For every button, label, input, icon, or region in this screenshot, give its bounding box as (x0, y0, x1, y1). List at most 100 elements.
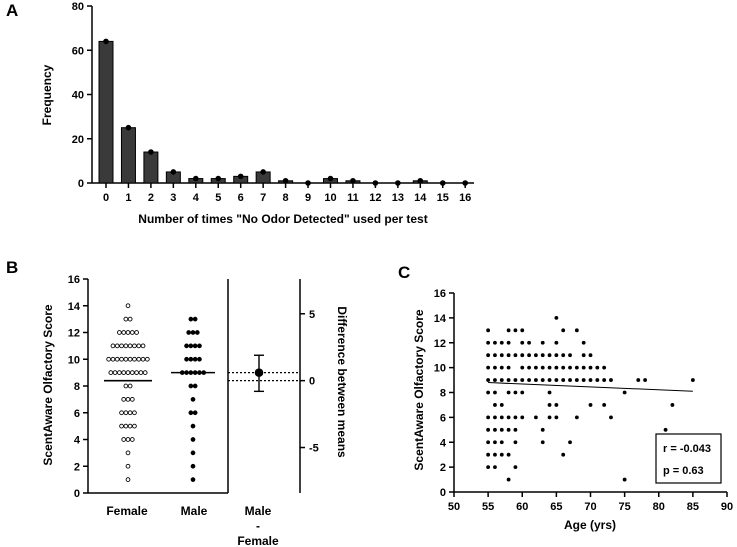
a-bar (120, 127, 136, 184)
c-point (534, 365, 538, 370)
c-point (520, 328, 525, 333)
b-female-dot (142, 370, 148, 375)
b-group-label-male: Male (181, 504, 208, 518)
c-point (520, 340, 525, 345)
c-y-tick-label: 8 (440, 388, 446, 400)
b-female-dot (140, 343, 146, 349)
b-male-dot (190, 330, 196, 335)
c-point (581, 378, 586, 382)
b-female-dot (123, 423, 129, 429)
a-bar-dot (417, 177, 424, 184)
a-bar-dot (170, 169, 177, 175)
a-x-tick-label: 12 (369, 192, 381, 204)
a-x-tick-label: 14 (414, 192, 427, 204)
b-female-dot (119, 356, 124, 362)
b-female-dot (119, 410, 124, 416)
b-female-dot (110, 356, 116, 362)
a-bar (98, 40, 114, 184)
c-y-tick-label: 10 (434, 363, 446, 375)
c-point (493, 365, 497, 370)
c-point (643, 378, 647, 382)
c-point (547, 353, 552, 358)
b-female-dot (117, 330, 122, 335)
c-point (561, 365, 566, 370)
c-point (663, 427, 668, 432)
b-male-dot (192, 410, 198, 416)
c-point (561, 452, 566, 457)
c-point (540, 440, 545, 445)
b-y-tick-label: 16 (68, 274, 80, 286)
a-bar-dot (372, 180, 379, 186)
b-female-dot (112, 370, 118, 375)
c-point (486, 328, 491, 333)
a-x-tick-label: 2 (148, 192, 154, 204)
b-female-dot (132, 356, 137, 362)
c-point (520, 415, 525, 420)
c-point (486, 353, 491, 358)
b-group-label-female: Female (106, 504, 148, 518)
a-y-tick-label: 80 (72, 1, 84, 13)
c-point (547, 390, 552, 395)
a-x-axis-label: Number of times "No Odor Detected" used … (138, 212, 427, 226)
c-point (547, 403, 552, 407)
c-p-value: p = 0.63 (663, 465, 704, 477)
c-point (588, 365, 593, 370)
b-female-dot (136, 343, 142, 349)
a-bar-dot (439, 180, 446, 186)
c-point (574, 365, 579, 370)
c-point (622, 477, 627, 482)
b-female-dot (125, 303, 131, 309)
b-female-dot (132, 410, 137, 416)
a-bar-dot (215, 175, 222, 182)
c-point (506, 328, 511, 333)
c-point (486, 415, 491, 420)
b-male-dot (188, 410, 194, 416)
c-point (499, 353, 504, 358)
b-female-dot (114, 356, 120, 362)
c-point (506, 340, 511, 345)
a-x-tick-label: 0 (103, 192, 109, 204)
c-point (568, 440, 572, 445)
b-male-dot (192, 383, 198, 389)
b-female-dot (123, 410, 129, 416)
c-point (506, 415, 511, 420)
c-point (506, 427, 511, 432)
c-point (561, 353, 566, 358)
b-male-dot (190, 477, 196, 482)
c-point (602, 403, 607, 407)
b-male-dot (184, 356, 189, 362)
b-y-tick-label: 14 (68, 301, 81, 313)
b-y-tick-label: 0 (74, 488, 80, 500)
c-point (574, 415, 579, 420)
c-point (527, 340, 531, 345)
c-point (486, 365, 491, 370)
b-male-dot (188, 316, 194, 322)
c-point (622, 390, 627, 395)
a-x-tick-label: 10 (324, 192, 336, 204)
b-female-dot (127, 423, 133, 429)
c-y-tick-label: 16 (434, 288, 446, 300)
b-female-dot (121, 330, 127, 335)
c-point (513, 378, 518, 382)
a-x-tick-label: 1 (125, 192, 131, 204)
b-female-dot (145, 356, 150, 362)
c-point (486, 440, 491, 445)
c-point (493, 403, 497, 407)
b-male-dot (188, 383, 194, 389)
b-female-dot (121, 397, 127, 402)
c-point (506, 353, 511, 358)
b-male-dot (190, 463, 196, 469)
a-y-tick-label: 0 (78, 178, 84, 190)
c-point (554, 403, 559, 407)
b-female-dot (125, 463, 131, 469)
a-x-tick-label: 13 (392, 192, 404, 204)
b-female-dot (110, 343, 116, 349)
b-female-dot (121, 437, 127, 442)
c-point (574, 328, 579, 333)
b-male-dot (190, 423, 196, 429)
a-y-axis-label: Frequency (40, 64, 54, 125)
b-male-dot (192, 356, 198, 362)
b-y-tick-label: 8 (74, 381, 80, 393)
c-point (547, 365, 552, 370)
c-point (568, 365, 572, 370)
